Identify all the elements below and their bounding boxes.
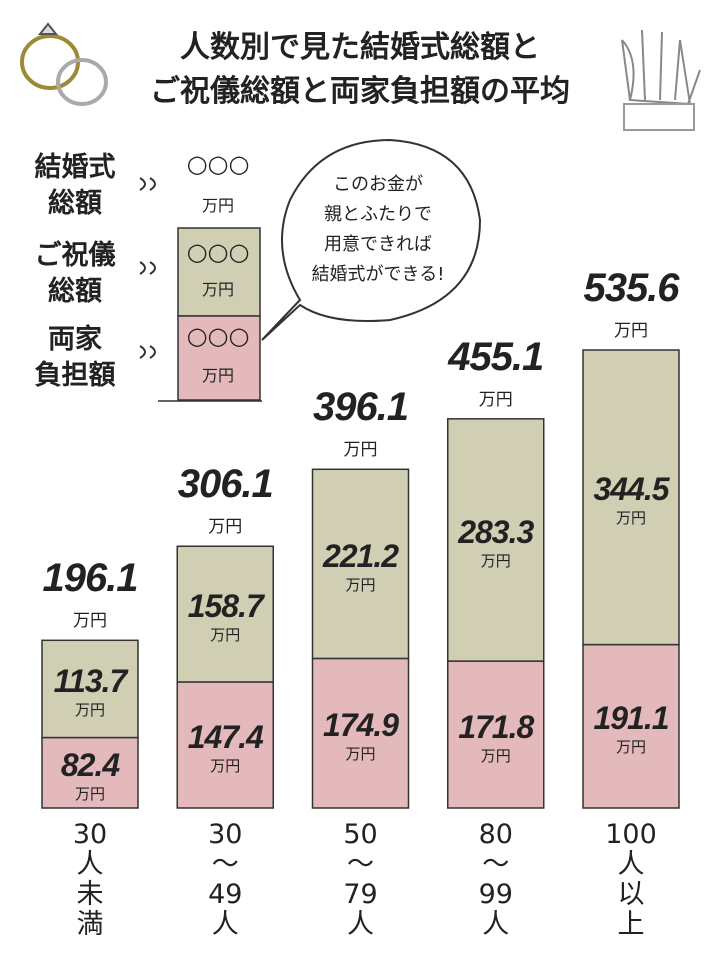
value-label: 344.5 [593, 471, 669, 508]
value-unit: 万円 [74, 700, 106, 719]
total-unit: 万円 [343, 440, 378, 461]
value-unit: 万円 [345, 745, 376, 764]
legend-placeholder: ○○○ [186, 150, 250, 178]
legend-placeholder: ○○○ [186, 238, 250, 266]
value-label: 113.7 [53, 662, 128, 699]
bar-segment [582, 643, 680, 809]
legend-unit: 万円 [201, 366, 234, 385]
value-unit: 万円 [74, 784, 106, 803]
x-tick-label: 100 人 以 上 [605, 819, 657, 940]
chart-title: 人数別で見た結婚式総額と [180, 30, 540, 65]
total-label: 396.1 [312, 385, 409, 430]
value-unit: 万円 [615, 738, 647, 757]
value-label: 221.2 [322, 537, 399, 574]
legend-unit: 万円 [201, 280, 234, 299]
value-label: 171.8 [458, 708, 534, 745]
total-label: 196.1 [42, 556, 138, 601]
value-unit: 万円 [615, 509, 647, 528]
bubble-text: このお金が 親とふたりで 用意できれば 結婚式ができる! [311, 174, 445, 285]
value-label: 283.3 [458, 513, 534, 550]
x-tick-label: 80 〜 99 人 [478, 819, 513, 940]
legend-label: 結婚式 総額 [34, 152, 116, 219]
value-label: 158.7 [187, 588, 264, 625]
x-tick-label: 30 人 未 満 [72, 819, 108, 940]
rings [20, 22, 108, 106]
bar-segment [447, 418, 545, 662]
total-unit: 万円 [208, 517, 243, 538]
value-unit: 万円 [480, 551, 511, 570]
legend-label: ご祝儀 総額 [34, 240, 116, 307]
value-unit: 万円 [480, 746, 511, 765]
speech-bubble [261, 138, 482, 341]
bar-segment [311, 657, 410, 809]
value-unit: 万円 [210, 756, 241, 775]
bar-segment [176, 545, 274, 683]
x-tick-label: 30 〜 49 人 [208, 819, 243, 940]
value-label: 174.9 [322, 707, 399, 744]
total-label: 535.6 [583, 266, 679, 310]
total-label: 455.1 [448, 334, 544, 379]
brackets [139, 177, 156, 359]
chart-title: ご祝儀総額と両家負担額の平均 [150, 74, 570, 109]
total-unit: 万円 [614, 321, 648, 341]
bar-segment [41, 736, 139, 809]
total-label: 306.1 [177, 462, 274, 507]
value-label: 82.4 [60, 746, 120, 783]
value-unit: 万円 [210, 626, 241, 645]
total-unit: 万円 [478, 389, 513, 410]
legend-box [158, 227, 262, 402]
total-unit: 万円 [73, 611, 107, 632]
value-label: 147.4 [187, 718, 264, 755]
x-tick-label: 50 〜 79 人 [343, 819, 378, 940]
value-label: 191.1 [593, 700, 669, 737]
legend-placeholder: ○○○ [186, 322, 250, 350]
value-unit: 万円 [345, 575, 376, 594]
bar-segment [41, 639, 139, 739]
bar-segment [311, 468, 410, 660]
legend-unit: 万円 [201, 196, 234, 215]
legend-label: 両家 負担額 [34, 324, 116, 391]
glove [621, 29, 701, 131]
bar-segment [582, 349, 680, 646]
